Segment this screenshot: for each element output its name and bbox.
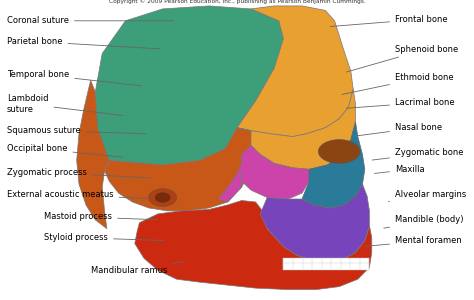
Text: Mandibular ramus: Mandibular ramus <box>91 262 183 275</box>
Circle shape <box>155 193 170 202</box>
Polygon shape <box>260 184 369 261</box>
Text: Occipital bone: Occipital bone <box>7 144 123 157</box>
Text: Zygomatic process: Zygomatic process <box>7 168 151 178</box>
Text: Maxilla: Maxilla <box>374 165 425 174</box>
Bar <box>283 258 369 270</box>
Text: Nasal bone: Nasal bone <box>354 123 442 136</box>
Polygon shape <box>219 146 309 202</box>
Polygon shape <box>237 6 353 136</box>
Text: External acoustic meatus: External acoustic meatus <box>7 190 155 199</box>
Text: Sphenoid bone: Sphenoid bone <box>346 44 458 72</box>
Text: Styloid process: Styloid process <box>44 233 164 242</box>
Polygon shape <box>302 122 365 208</box>
Text: Mastoid process: Mastoid process <box>44 212 157 221</box>
Text: Alveolar margins: Alveolar margins <box>389 190 466 202</box>
Polygon shape <box>237 89 356 169</box>
Text: Lambdoid
suture: Lambdoid suture <box>7 94 123 116</box>
Text: Copyright © 2009 Pearson Education, Inc., publishing as Pearson Benjamin Cumming: Copyright © 2009 Pearson Education, Inc.… <box>109 0 365 4</box>
Text: Mandible (body): Mandible (body) <box>384 215 464 228</box>
Polygon shape <box>77 80 109 229</box>
Text: Mental foramen: Mental foramen <box>365 236 462 246</box>
Text: Zygomatic bone: Zygomatic bone <box>372 148 464 160</box>
Text: Coronal suture: Coronal suture <box>7 16 174 25</box>
Text: Parietal bone: Parietal bone <box>7 37 160 49</box>
Polygon shape <box>95 6 283 165</box>
Text: Squamous suture: Squamous suture <box>7 126 146 135</box>
Text: Frontal bone: Frontal bone <box>330 15 447 26</box>
Text: Temporal bone: Temporal bone <box>7 70 141 86</box>
Text: Lacrimal bone: Lacrimal bone <box>346 98 455 108</box>
Ellipse shape <box>319 140 360 164</box>
Polygon shape <box>105 128 255 211</box>
Text: Ethmoid bone: Ethmoid bone <box>342 73 454 94</box>
Polygon shape <box>135 200 372 290</box>
Circle shape <box>149 189 177 206</box>
